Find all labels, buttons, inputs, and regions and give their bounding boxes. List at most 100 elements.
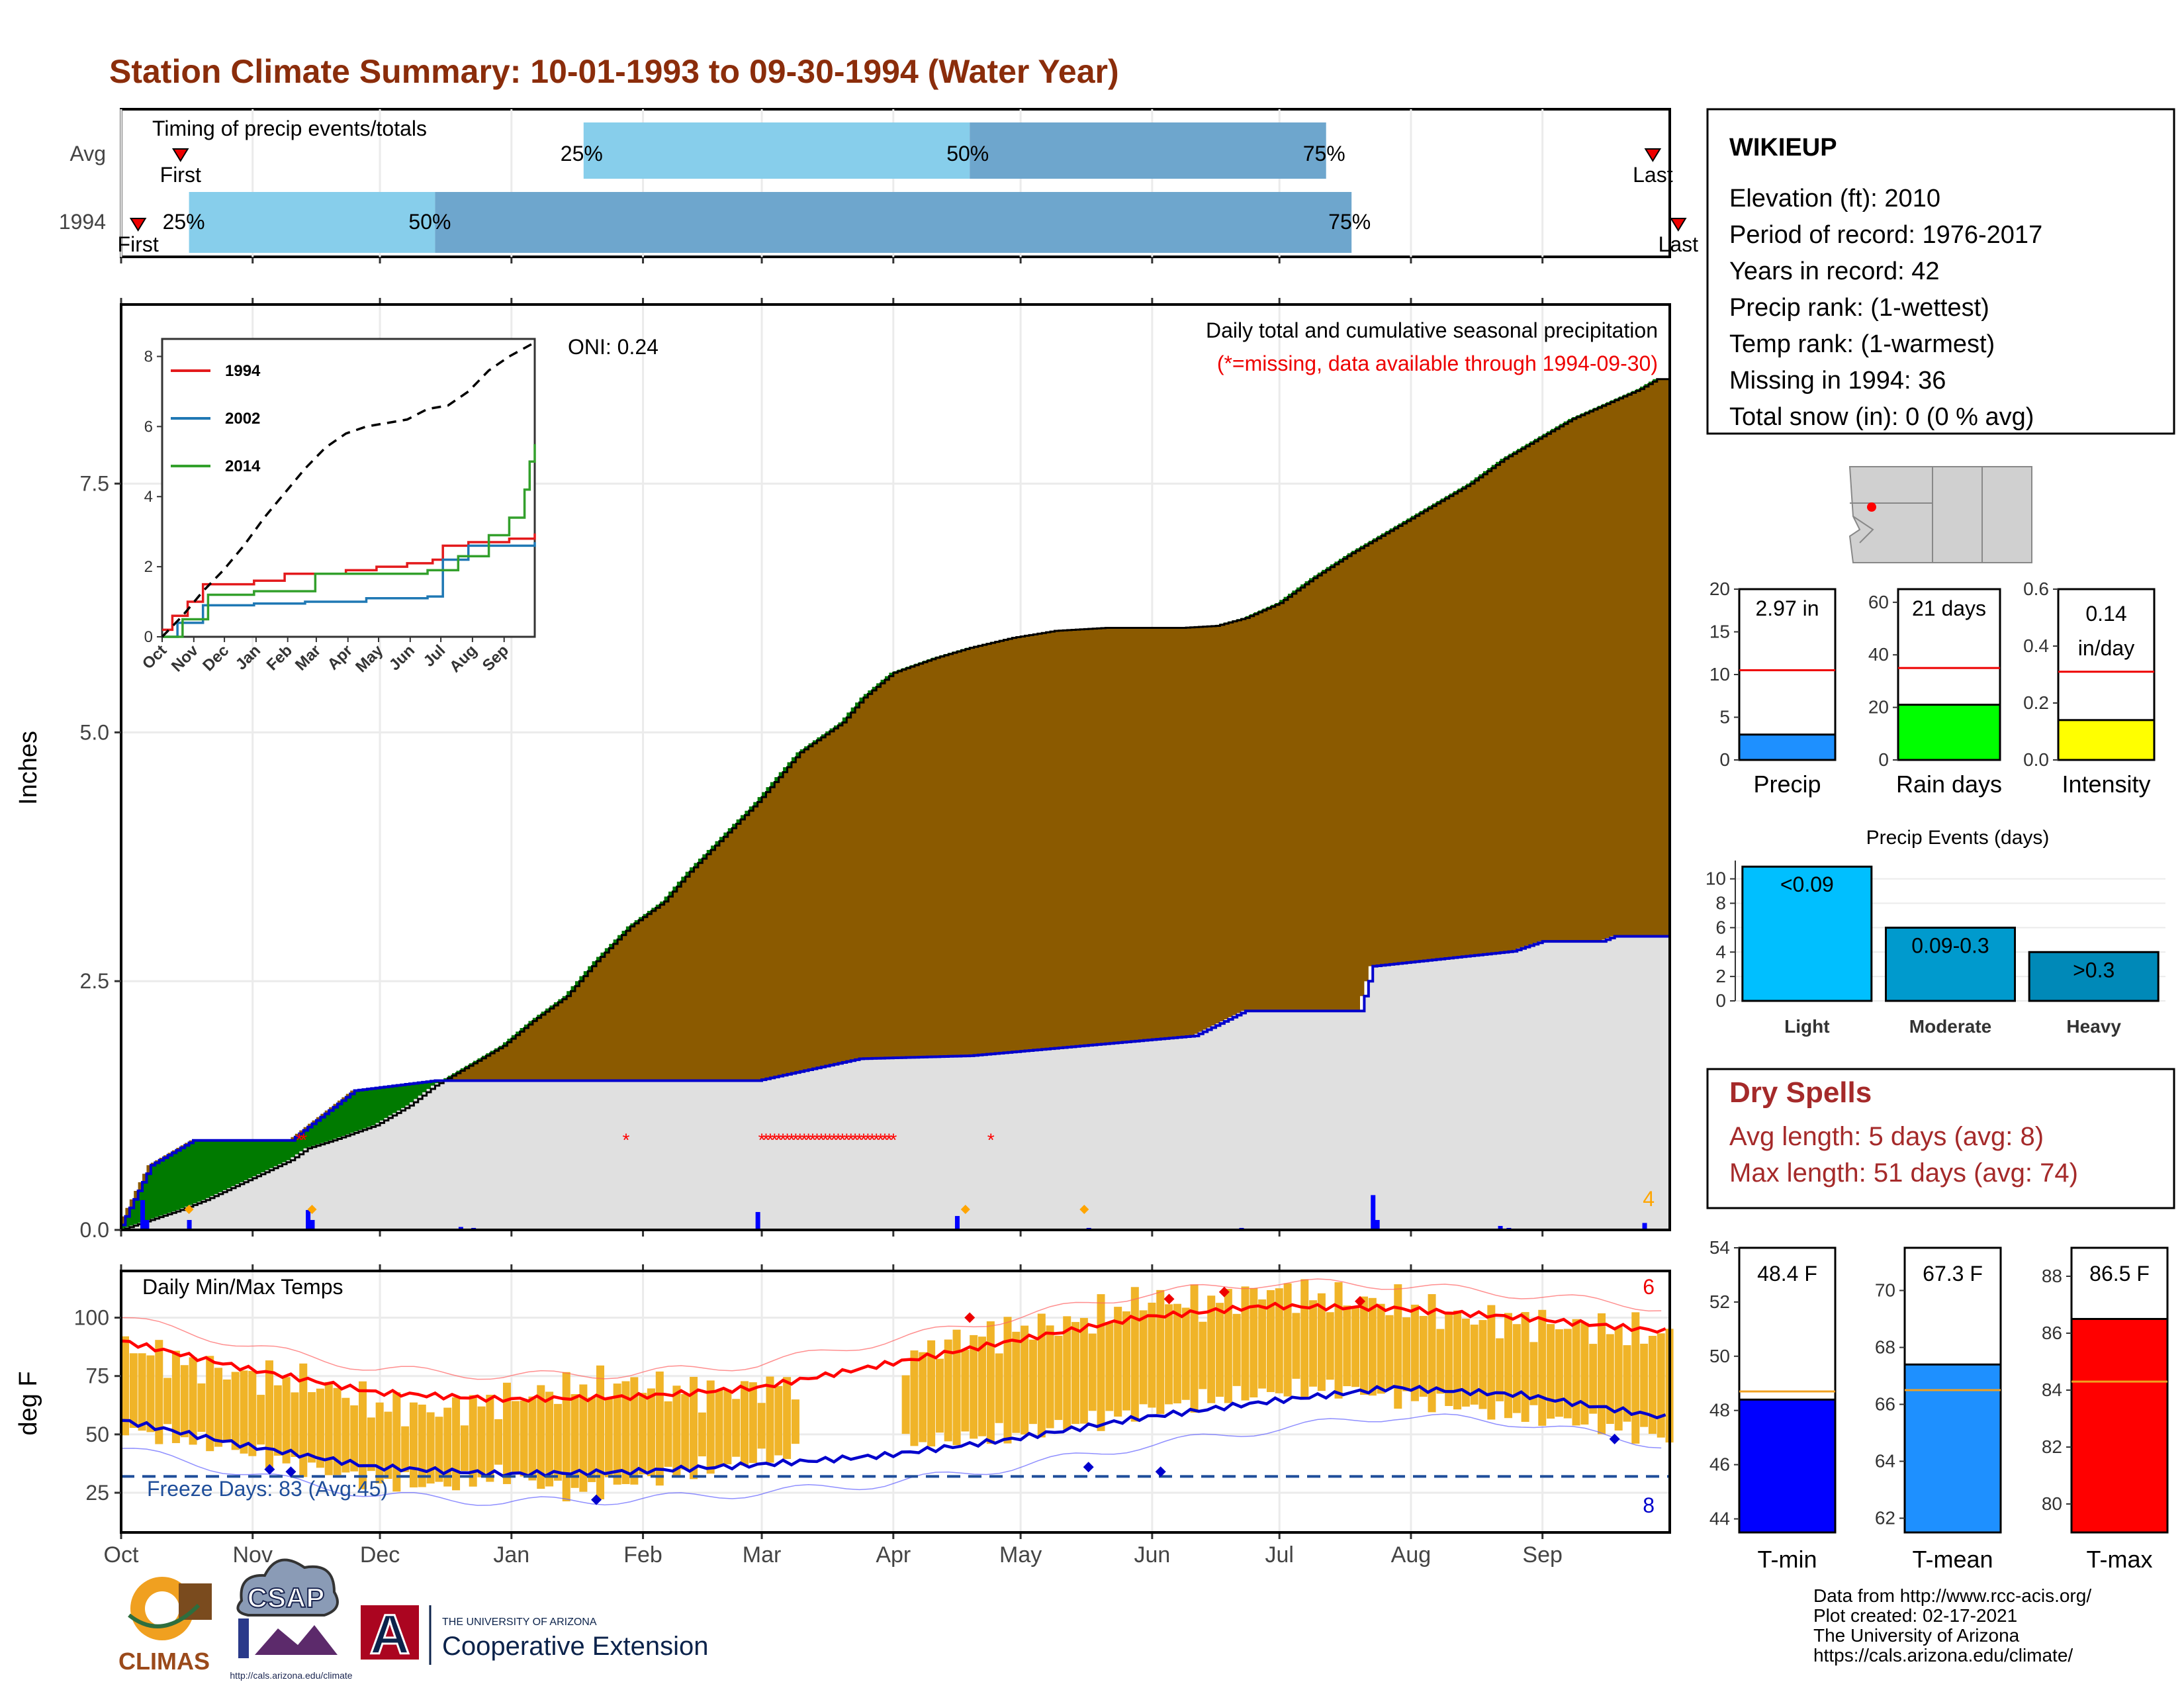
daily-temp-range-bar [630, 1377, 639, 1485]
temp-bar-ytick-label: 46 [1709, 1454, 1730, 1475]
inset-series-1994 [162, 533, 536, 632]
temp-bar-ytick-label: 44 [1709, 1509, 1730, 1529]
daily-temp-range-bar [1232, 1313, 1241, 1386]
daily-temp-range-bar [316, 1388, 324, 1468]
daily-temp-range-bar [621, 1381, 630, 1484]
daily-temp-range-bar [970, 1335, 978, 1439]
temp-bar-category-label: T-max [2086, 1546, 2152, 1573]
daily-temp-range-bar [1173, 1303, 1181, 1404]
daily-temp-range-bar [995, 1353, 1003, 1423]
daily-temp-range-bar [1063, 1316, 1071, 1430]
daily-temp-range-bar [1368, 1297, 1377, 1396]
missing-day-marker: * [826, 1130, 833, 1150]
daily-temp-range-bar [248, 1371, 257, 1456]
daily-temp-range-bar [978, 1336, 987, 1436]
daily-temp-range-bar [155, 1340, 163, 1444]
missing-day-marker: * [843, 1130, 850, 1150]
daily-temp-range-bar [299, 1363, 308, 1477]
daily-temp-range-bar [655, 1371, 664, 1486]
mini-bar-category-label: Intensity [2062, 771, 2150, 798]
daily-temp-range-bar [375, 1402, 384, 1483]
daily-temp-range-bar [1224, 1289, 1232, 1403]
daily-temp-range-bar [766, 1376, 774, 1463]
daily-temp-range-bar [477, 1406, 486, 1477]
month-label: Aug [1391, 1542, 1432, 1568]
ua-cooperative-extension-logo: A THE UNIVERSITY OF ARIZONA Cooperative … [361, 1603, 708, 1667]
timing-panel: Timing of precip events/totals Avg 1994 … [59, 108, 1699, 263]
precip-ytick-label: 5.0 [80, 720, 109, 744]
missing-day-marker: * [792, 1130, 799, 1150]
daily-precip-bar [144, 1219, 150, 1230]
precip-heading: Daily total and cumulative seasonal prec… [1206, 318, 1658, 342]
temp-count-high: 6 [1643, 1275, 1655, 1299]
temp-bar-ytick-label: 62 [1875, 1508, 1895, 1528]
record-min-line [120, 1413, 1662, 1506]
csap-logo-text: CSAP [248, 1582, 325, 1613]
last-event-label: Last [1659, 232, 1699, 256]
missing-day-marker: * [886, 1130, 893, 1150]
temp-bar-value [1903, 1363, 2002, 1534]
daily-temp-range-bar [1360, 1296, 1368, 1395]
temp-bar-ytick-label: 68 [1875, 1337, 1895, 1358]
daily-temp-range-bar [528, 1396, 537, 1481]
daily-temp-range-bar [1428, 1293, 1436, 1413]
daily-temp-range-bar [1317, 1293, 1326, 1391]
daily-temp-range-bar [715, 1389, 723, 1466]
inset-ytick-label: 4 [144, 488, 153, 506]
daily-temp-range-bar [520, 1400, 528, 1477]
daily-temp-range-bar [1563, 1329, 1572, 1419]
station-info-line: Temp rank: (1-warmest) [1729, 330, 1995, 358]
daily-temp-range-bar [741, 1381, 749, 1466]
missing-day-marker: * [801, 1130, 808, 1150]
record-low-marker [591, 1494, 602, 1505]
inset-legend-label: 2014 [225, 457, 261, 475]
daily-temp-range-bar [1105, 1321, 1114, 1411]
precip-event-bar-label: >0.3 [2073, 958, 2115, 982]
record-low-marker [285, 1466, 296, 1477]
climas-logo: CLIMAS [118, 1577, 212, 1675]
daily-temp-range-bar [1487, 1305, 1496, 1420]
daily-temp-range-bar [1037, 1313, 1046, 1438]
daily-temp-range-bar [1410, 1304, 1419, 1401]
precip-ylabel: Inches [15, 731, 42, 805]
daily-temp-range-bar [774, 1385, 783, 1456]
daily-precip-bar [1371, 1195, 1376, 1230]
daily-temp-range-bar [1139, 1310, 1148, 1405]
daily-temp-range-bar [749, 1382, 757, 1463]
record-high-marker [1218, 1286, 1230, 1297]
daily-temp-range-bar [214, 1368, 223, 1447]
daily-precip-bar [755, 1211, 760, 1230]
daily-temp-range-bar [1521, 1312, 1529, 1422]
temperature-bar-charts: 44 46 48 50 52 54 48.4 F T-min 62 64 66 68 70 67.3 F T… [1709, 1237, 2169, 1573]
timing-row-avg: Avg [69, 142, 106, 165]
climas-logo-text: CLIMAS [118, 1648, 210, 1675]
mini-bar-ytick-label: 0 [1719, 749, 1730, 770]
mini-bar-ytick-label: 0 [1878, 749, 1889, 770]
daily-temp-range-bar [511, 1401, 520, 1475]
inset-ytick-label: 8 [144, 348, 153, 365]
month-label: Sep [1522, 1542, 1563, 1568]
cumulative-precip-line [121, 378, 1670, 1231]
temp-bar-ytick-label: 64 [1875, 1451, 1895, 1472]
temp-ytick-label: 100 [74, 1306, 109, 1330]
timing-label-50: 50% [408, 210, 451, 234]
daily-temp-range-bar [961, 1350, 970, 1432]
cumulative-below-average-area [121, 379, 1670, 1230]
daily-temp-range-bar [1199, 1321, 1207, 1389]
precip-count-label: 4 [1643, 1187, 1655, 1211]
record-high-marker [964, 1312, 976, 1323]
missing-day-marker: * [300, 1130, 307, 1150]
temp-bar-ytick-label: 48 [1709, 1400, 1730, 1421]
precip-events-chart: Precip Events (days) 0 2 4 6 8 10 <0.09 Light 0.… [1706, 827, 2165, 1037]
missing-day-marker: * [758, 1130, 766, 1150]
daily-temp-range-bar [1283, 1283, 1292, 1397]
daily-temp-range-bar [409, 1402, 418, 1487]
month-label: Oct [104, 1542, 139, 1568]
temp-ytick-label: 25 [85, 1481, 109, 1505]
daily-temp-range-bar [1343, 1305, 1351, 1387]
daily-temp-range-bar [1003, 1317, 1012, 1444]
ua-logo-letter: A [370, 1603, 410, 1665]
daily-temp-range-bar [1300, 1279, 1309, 1399]
inset-frame [161, 338, 536, 638]
average-cumulative-area [121, 936, 1670, 1230]
